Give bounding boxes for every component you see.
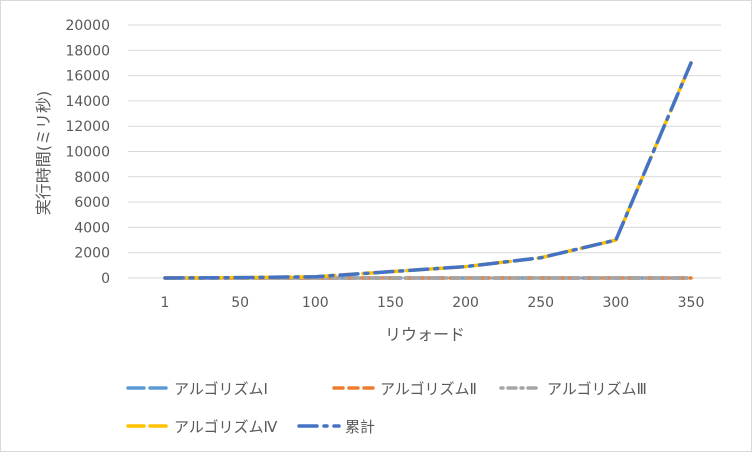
y-tick-label: 2000 (74, 246, 110, 262)
x-tick-label: 50 (231, 295, 249, 311)
y-tick-label: 20000 (65, 18, 110, 34)
x-tick-label: 150 (377, 295, 404, 311)
series-line-5 (163, 61, 693, 280)
legend-label-5: 累計 (345, 418, 375, 436)
y-tick-label: 12000 (65, 119, 110, 135)
y-tick-label: 16000 (65, 69, 110, 85)
x-tick-label: 200 (452, 295, 479, 311)
legend-label-3: アルゴリズムⅢ (547, 380, 647, 398)
y-tick-label: 18000 (65, 43, 110, 59)
y-tick-label: 14000 (65, 94, 110, 110)
y-tick-label: 4000 (74, 220, 110, 236)
y-tick-label: 8000 (74, 170, 110, 186)
x-tick-label: 350 (678, 295, 705, 311)
x-axis-title: リウォード (385, 325, 465, 344)
x-tick-label: 100 (302, 295, 329, 311)
series-line-4 (163, 61, 693, 280)
x-tick-label: 250 (527, 295, 554, 311)
legend-label-1: アルゴリズムⅠ (174, 380, 268, 398)
y-tick-label: 10000 (65, 145, 110, 161)
y-tick-label: 6000 (74, 195, 110, 211)
legend-label-2: アルゴリズムⅡ (380, 380, 477, 398)
x-tick-label: 300 (602, 295, 629, 311)
y-tick-label: 0 (101, 271, 110, 287)
legend-label-4: アルゴリズムⅣ (174, 418, 278, 436)
y-axis-title: 実行時間(ミリ秒) (34, 91, 53, 216)
x-tick-label: 1 (161, 295, 170, 311)
